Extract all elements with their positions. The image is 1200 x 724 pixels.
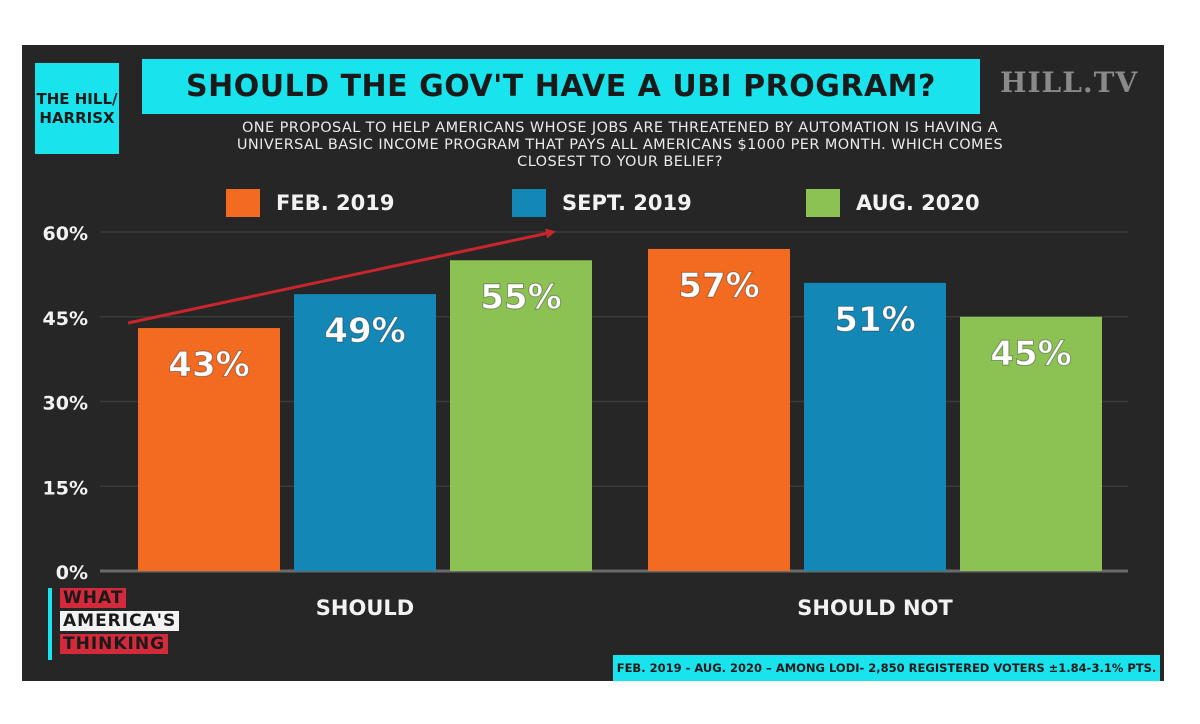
y-tick-label: 45% [43, 308, 88, 330]
badge-word-thinking: THINKING [60, 634, 169, 654]
bar [138, 328, 280, 571]
chart-title: SHOULD THE GOV'T HAVE A UBI PROGRAM? [186, 69, 936, 104]
bar-value-label: 51% [834, 300, 915, 340]
legend-label-feb-2019: FEB. 2019 [276, 191, 395, 215]
legend-swatch-sept-2019 [512, 189, 546, 217]
y-tick-label: 15% [43, 477, 88, 499]
badge-rule [48, 588, 52, 660]
bar [450, 260, 592, 571]
legend-item-feb-2019: FEB. 2019 [226, 189, 394, 217]
title-banner: SHOULD THE GOV'T HAVE A UBI PROGRAM? [142, 59, 980, 114]
legend-item-sept-2019: SEPT. 2019 [512, 189, 692, 217]
bar-value-label: 45% [990, 334, 1071, 374]
subtitle-line-1: ONE PROPOSAL TO HELP AMERICANS WHOSE JOB… [241, 120, 999, 136]
y-tick-label: 30% [43, 393, 88, 415]
hilltv-logo: HILL.TV [1000, 66, 1139, 99]
brand-line-2: HARRISX [39, 108, 115, 127]
bar [294, 294, 436, 571]
bars [138, 248, 1102, 571]
legend-label-sept-2019: SEPT. 2019 [562, 191, 692, 215]
category-labels: SHOULD SHOULD NOT [316, 596, 954, 620]
bar [648, 248, 790, 571]
chart-subtitle: ONE PROPOSAL TO HELP AMERICANS WHOSE JOB… [140, 120, 1100, 171]
category-label: SHOULD NOT [797, 596, 953, 620]
brand-badge: THE HILL/ HARRISX [35, 63, 119, 154]
bar [804, 282, 946, 571]
badge-word-americas: AMERICA'S [60, 611, 180, 631]
brand-line-1: THE HILL/ [36, 89, 118, 108]
legend-swatch-aug-2020 [806, 189, 840, 217]
bar-value-label: 55% [480, 277, 561, 317]
subtitle-line-2: UNIVERSAL BASIC INCOME PROGRAM THAT PAYS… [236, 137, 1004, 153]
bar-value-label: 49% [324, 311, 405, 351]
subtitle-line-3: CLOSEST TO YOUR BELIEF? [517, 154, 723, 170]
bar-value-label: 57% [678, 266, 759, 306]
source-footer: FEB. 2019 - AUG. 2020 – AMONG LODI- 2,85… [613, 655, 1160, 681]
legend-swatch-feb-2019 [226, 189, 260, 217]
legend-label-aug-2020: AUG. 2020 [856, 191, 980, 215]
y-tick-label: 0% [56, 562, 88, 584]
badge-word-what: WHAT [60, 588, 127, 608]
y-axis: 0% 15% 30% 45% 60% [43, 223, 88, 584]
legend-item-aug-2020: AUG. 2020 [806, 189, 980, 217]
y-tick-label: 60% [43, 223, 88, 245]
trend-arrow [127, 228, 556, 325]
bar-value-label: 43% [168, 345, 249, 385]
category-label: SHOULD [316, 596, 414, 620]
bar [960, 316, 1102, 571]
bar-value-labels: 43% 49% 55% 57% 51% 45% [168, 265, 1072, 385]
